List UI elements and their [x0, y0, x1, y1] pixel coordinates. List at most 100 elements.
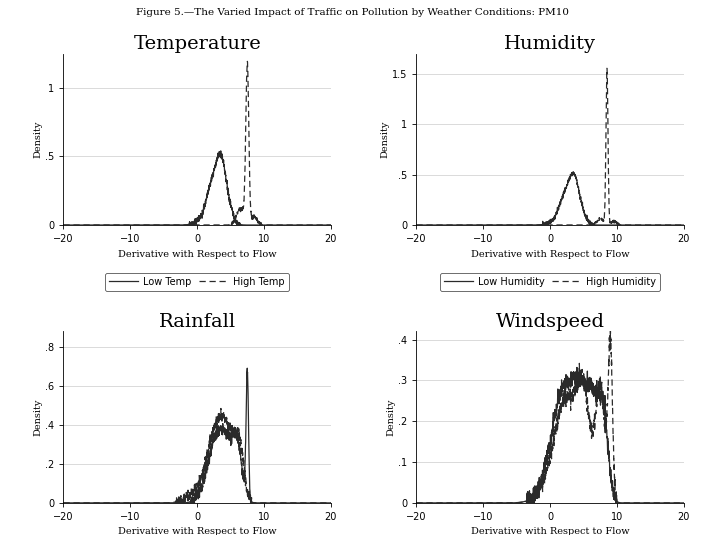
High Temp — [59, 222, 68, 228]
Low Temp — [326, 222, 335, 228]
Low Humidity — [680, 222, 688, 228]
Title: Windspeed: Windspeed — [496, 313, 605, 331]
Title: Humidity: Humidity — [504, 35, 596, 54]
Y-axis label: Density: Density — [380, 120, 389, 158]
High Temp — [319, 222, 327, 228]
High Wind — [680, 500, 688, 506]
Low Temp — [73, 222, 81, 228]
X-axis label: Derivative with Respect to Flow: Derivative with Respect to Flow — [118, 250, 276, 258]
High Humidity — [672, 222, 680, 228]
High Rain — [190, 486, 198, 492]
Low Wind — [412, 500, 421, 506]
High Wind — [522, 500, 531, 506]
Low Temp — [182, 221, 190, 228]
Low Humidity — [623, 222, 632, 228]
Low Rain — [326, 500, 335, 506]
Legend: Low Humidity, High Humidity: Low Humidity, High Humidity — [440, 273, 661, 291]
Line: Low Rain: Low Rain — [63, 368, 331, 503]
Low Rain — [319, 500, 328, 506]
Low Rain — [270, 500, 278, 506]
Line: High Temp: High Temp — [63, 62, 331, 225]
High Wind — [535, 480, 544, 486]
Line: High Wind: High Wind — [417, 326, 684, 503]
Y-axis label: Density: Density — [33, 399, 42, 436]
High Wind — [623, 500, 632, 506]
High Rain — [326, 500, 335, 506]
Low Wind — [623, 500, 632, 506]
Low Humidity — [672, 222, 680, 228]
Low Humidity — [426, 222, 434, 228]
High Humidity — [623, 222, 632, 228]
Title: Temperature: Temperature — [133, 35, 261, 54]
Title: Rainfall: Rainfall — [159, 313, 235, 331]
Low Wind — [542, 461, 551, 468]
Low Temp — [59, 222, 68, 228]
X-axis label: Derivative with Respect to Flow: Derivative with Respect to Flow — [118, 528, 276, 535]
Low Rain — [73, 500, 81, 506]
Low Wind — [522, 500, 531, 506]
Low Rain — [190, 497, 198, 503]
Line: High Rain: High Rain — [63, 408, 331, 503]
High Rain — [216, 405, 225, 411]
Low Rain — [186, 500, 195, 506]
Low Temp — [216, 148, 225, 154]
X-axis label: Derivative with Respect to Flow: Derivative with Respect to Flow — [471, 528, 630, 535]
Low Wind — [680, 500, 688, 506]
Low Temp — [185, 222, 194, 228]
Low Humidity — [672, 222, 680, 228]
High Rain — [319, 500, 327, 506]
High Humidity — [680, 222, 688, 228]
Legend: Low Temp, High Temp: Low Temp, High Temp — [105, 273, 289, 291]
High Humidity — [412, 222, 421, 228]
Low Rain — [243, 365, 252, 371]
High Temp — [326, 222, 335, 228]
Text: Figure 5.—The Varied Impact of Traffic on Pollution by Weather Conditions: PM10: Figure 5.—The Varied Impact of Traffic o… — [136, 8, 569, 17]
Low Wind — [535, 477, 544, 484]
Y-axis label: Density: Density — [386, 399, 396, 436]
Line: Low Wind: Low Wind — [417, 368, 684, 503]
High Rain — [319, 500, 328, 506]
Low Temp — [319, 222, 328, 228]
High Wind — [542, 464, 551, 470]
Low Humidity — [535, 221, 544, 228]
Low Wind — [572, 364, 581, 371]
High Wind — [672, 500, 680, 506]
Line: High Humidity: High Humidity — [417, 68, 684, 225]
High Rain — [270, 500, 278, 506]
High Temp — [270, 222, 278, 228]
High Rain — [171, 500, 180, 506]
High Temp — [243, 58, 252, 65]
High Wind — [606, 323, 615, 330]
High Wind — [412, 500, 421, 506]
Low Temp — [270, 222, 278, 228]
High Rain — [73, 500, 81, 506]
Low Rain — [182, 500, 190, 506]
High Humidity — [535, 222, 544, 228]
Low Rain — [319, 500, 327, 506]
High Temp — [319, 222, 327, 228]
Low Wind — [672, 500, 680, 506]
Low Rain — [59, 500, 68, 506]
Low Humidity — [569, 169, 577, 175]
High Wind — [672, 500, 680, 506]
High Humidity — [603, 65, 611, 72]
High Humidity — [426, 222, 434, 228]
Low Wind — [672, 500, 680, 506]
High Rain — [183, 493, 191, 500]
Low Temp — [190, 219, 198, 225]
Low Humidity — [539, 222, 547, 228]
High Temp — [189, 222, 197, 228]
Line: Low Temp: Low Temp — [63, 151, 331, 225]
High Temp — [182, 222, 190, 228]
Low Humidity — [542, 220, 551, 227]
High Humidity — [672, 222, 680, 228]
High Wind — [426, 500, 434, 506]
High Humidity — [542, 222, 551, 228]
Low Wind — [426, 500, 434, 506]
High Rain — [59, 500, 68, 506]
Low Humidity — [412, 222, 421, 228]
Line: Low Humidity: Low Humidity — [417, 172, 684, 225]
Y-axis label: Density: Density — [33, 120, 42, 158]
X-axis label: Derivative with Respect to Flow: Derivative with Respect to Flow — [471, 250, 630, 258]
Low Temp — [319, 222, 327, 228]
